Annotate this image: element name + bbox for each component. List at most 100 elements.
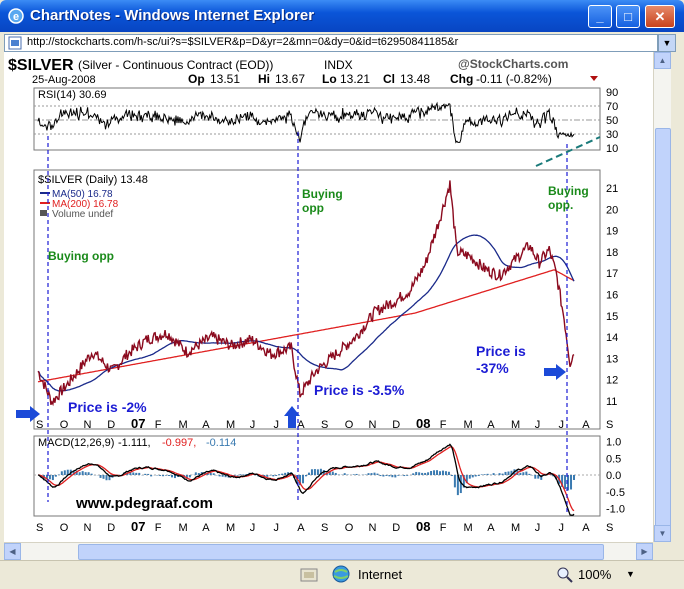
rsi-tick-label: 50: [606, 115, 618, 127]
vertical-scroll-thumb[interactable]: [655, 128, 671, 536]
down-arrow-icon: [590, 76, 598, 81]
window-title: ChartNotes - Windows Internet Explorer: [30, 7, 315, 24]
cl-value: 13.48: [400, 72, 430, 86]
x-tick-label: M: [511, 522, 520, 534]
legend-symbol: $SILVER (Daily) 13.48: [38, 174, 148, 186]
rsi-axis: 90 70 50 30 10: [606, 87, 618, 155]
rsi-tick-label: 90: [606, 87, 618, 99]
address-bar: http://stockcharts.com/h-sc/ui?s=$SILVER…: [0, 32, 684, 52]
zone-label: Internet: [358, 567, 403, 582]
price-panel: [33, 169, 601, 430]
macd-line: [37, 443, 575, 516]
price-tick-label: 13: [606, 353, 618, 365]
macd-value-3: -0.114: [206, 437, 236, 449]
x-tick-label: A: [202, 522, 210, 534]
macd-value-2: -0.997,: [162, 437, 196, 449]
hi-label: Hi: [258, 72, 270, 86]
macd-label: MACD(12,26,9): [38, 437, 114, 449]
x-tick-label: O: [345, 419, 354, 431]
minimize-button[interactable]: _: [588, 5, 612, 28]
x-tick-label: D: [107, 522, 115, 534]
annotation-price-37a: Price is: [476, 343, 526, 359]
address-dropdown-icon[interactable]: ▼: [658, 34, 676, 52]
scroll-left-icon[interactable]: ◀: [4, 543, 21, 560]
zoom-dropdown-icon[interactable]: ▼: [626, 569, 635, 579]
price-tick-label: 20: [606, 204, 618, 216]
chart-description: (Silver - Continuous Contract (EOD)): [78, 58, 273, 72]
macd-panel: [33, 435, 601, 517]
x-tick-label: 08: [416, 416, 430, 431]
x-tick-label: J: [535, 522, 541, 534]
rsi-trendline: [535, 136, 601, 167]
close-button[interactable]: ✕: [645, 5, 675, 28]
macd-tick-label: -0.5: [606, 487, 625, 499]
x-tick-label: F: [155, 419, 162, 431]
maximize-button[interactable]: □: [616, 5, 640, 28]
legend-volume-swatch: [40, 210, 47, 216]
price-axis: 21 20 19 18 17 16 15 14 13 12 11: [606, 183, 618, 408]
title-bar: e ChartNotes - Windows Internet Explorer…: [0, 0, 684, 32]
x-tick-label: 07: [131, 519, 145, 534]
x-tick-label: J: [559, 419, 565, 431]
scroll-right-icon[interactable]: ▶: [636, 543, 653, 560]
x-tick-label: A: [487, 419, 495, 431]
zoom-icon[interactable]: [556, 566, 574, 584]
rsi-tick-label: 10: [606, 143, 618, 155]
x-tick-label: M: [179, 522, 188, 534]
annotation-buying-opp-1: Buying opp: [48, 249, 114, 263]
horizontal-scroll-thumb[interactable]: [78, 544, 604, 560]
lo-value: 13.21: [340, 72, 370, 86]
address-url: http://stockcharts.com/h-sc/ui?s=$SILVER…: [27, 36, 459, 48]
chart-date: 25-Aug-2008: [32, 74, 96, 86]
status-bar: Internet 100% ▼: [0, 560, 684, 589]
ma200-line: [37, 269, 575, 383]
x-tick-label: D: [392, 419, 400, 431]
x-tick-label: F: [440, 419, 447, 431]
scroll-down-icon[interactable]: ▼: [654, 525, 671, 542]
annotation-buying-opp-3b: opp.: [548, 198, 573, 212]
x-tick-label: D: [107, 419, 115, 431]
annotation-price-2: Price is -2%: [68, 399, 147, 415]
scroll-up-icon[interactable]: ▲: [654, 52, 671, 69]
x-tick-label: J: [250, 419, 256, 431]
x-tick-label: A: [297, 522, 305, 534]
x-tick-label: O: [60, 522, 69, 534]
x-tick-label: J: [274, 522, 280, 534]
macd-tick-label: 0.5: [606, 453, 621, 465]
x-tick-label: N: [369, 522, 377, 534]
price-tick-label: 17: [606, 268, 618, 280]
x-tick-label: M: [464, 419, 473, 431]
horizontal-scrollbar[interactable]: ◀ ▶: [4, 542, 653, 560]
x-tick-label: A: [297, 419, 305, 431]
lo-label: Lo: [322, 72, 337, 86]
rsi-line: [37, 101, 575, 144]
price-tick-label: 18: [606, 247, 618, 259]
legend-ma200: MA(200) 16.78: [52, 199, 119, 210]
annotation-buying-opp-2b: opp: [302, 201, 324, 215]
address-field[interactable]: http://stockcharts.com/h-sc/ui?s=$SILVER…: [4, 34, 658, 52]
x-tick-label: M: [226, 419, 235, 431]
price-tick-label: 15: [606, 311, 618, 323]
macd-value-1: -1.111,: [118, 437, 151, 449]
price-tick-label: 14: [606, 332, 618, 344]
x-tick-label: A: [582, 522, 590, 534]
page-content: $SILVER (Silver - Continuous Contract (E…: [4, 52, 653, 542]
zoom-level[interactable]: 100%: [578, 567, 612, 582]
x-tick-label: J: [559, 522, 565, 534]
rsi-tick-label: 70: [606, 101, 618, 113]
x-tick-label: J: [250, 522, 256, 534]
x-tick-label: O: [345, 522, 354, 534]
x-tick-label: F: [155, 522, 162, 534]
vertical-scrollbar[interactable]: ▲ ▼: [653, 52, 671, 542]
hi-value: 13.67: [275, 72, 305, 86]
globe-icon: [332, 565, 350, 583]
rsi-label: RSI(14) 30.69: [38, 89, 106, 101]
op-value: 13.51: [210, 72, 240, 86]
price-tick-label: 21: [606, 183, 618, 195]
stock-chart: $SILVER (Silver - Continuous Contract (E…: [8, 57, 625, 534]
watermark: www.pdegraaf.com: [75, 495, 213, 512]
macd-axis: 1.0 0.5 0.0 -0.5 -1.0: [34, 437, 625, 516]
x-tick-label: O: [60, 419, 69, 431]
price-line: [37, 180, 575, 407]
chart-exchange: INDX: [324, 58, 353, 72]
